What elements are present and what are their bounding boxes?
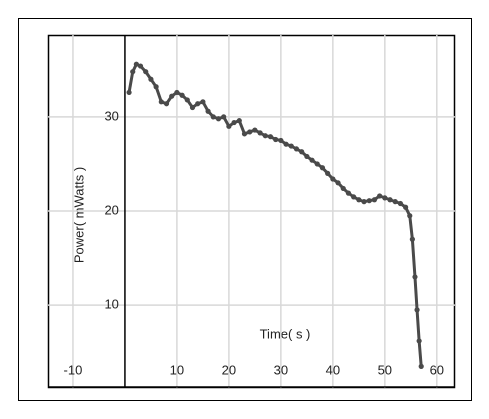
data-point [221, 114, 227, 120]
data-point [304, 153, 310, 160]
data-point [293, 146, 300, 152]
data-point [314, 161, 320, 167]
data-point [319, 165, 326, 171]
data-point [288, 143, 294, 149]
data-point [278, 137, 284, 144]
data-point [252, 127, 258, 133]
data-point [377, 193, 383, 199]
data-point [335, 180, 341, 186]
data-point [179, 92, 185, 98]
data-point [325, 170, 331, 176]
data-point [412, 274, 418, 280]
data-point [351, 194, 357, 200]
data-point [153, 84, 159, 90]
data-point [143, 69, 149, 75]
data-point [262, 133, 268, 139]
data-point [416, 338, 422, 344]
x-tick-label: 50 [378, 362, 392, 377]
data-point [174, 89, 180, 96]
data-point [273, 136, 279, 143]
data-point [267, 134, 274, 140]
y-tick-label: 30 [104, 108, 118, 123]
data-point [163, 101, 170, 107]
data-point [137, 63, 144, 69]
data-point [189, 104, 196, 111]
x-tick-label: 40 [326, 362, 340, 377]
data-point [361, 199, 367, 205]
data-point [356, 197, 362, 203]
data-point [407, 213, 413, 219]
data-point [133, 61, 139, 67]
data-point [366, 198, 372, 204]
data-point [397, 200, 404, 207]
data-point [241, 131, 248, 137]
data-point [382, 195, 388, 201]
data-point [126, 89, 132, 96]
data-point [299, 149, 305, 155]
x-tick-label: 60 [430, 362, 444, 377]
data-point [226, 123, 232, 129]
data-point [158, 99, 164, 105]
data-point [418, 363, 424, 369]
data-point [236, 118, 242, 124]
data-point [169, 93, 175, 99]
x-tick-label: 10 [170, 362, 184, 377]
data-point [345, 190, 352, 196]
data-point [130, 69, 136, 75]
data-point [392, 199, 398, 205]
data-point [371, 197, 378, 203]
data-point [200, 99, 206, 105]
data-point [205, 108, 211, 114]
data-point [195, 101, 201, 107]
data-point [340, 185, 346, 192]
data-point [409, 236, 415, 242]
x-tick-label: 20 [222, 362, 236, 377]
data-point [414, 307, 420, 313]
x-tick-label: -10 [64, 362, 83, 377]
y-axis-label: Power( mWatts ) [71, 167, 86, 263]
data-point [309, 157, 315, 163]
y-tick-label: 20 [104, 202, 118, 217]
data-point [231, 119, 237, 126]
data-point [330, 176, 336, 182]
data-point [148, 76, 154, 82]
data-point [210, 114, 216, 120]
data-point [184, 97, 190, 103]
x-axis-label: Time( s ) [260, 326, 311, 341]
data-point [247, 129, 253, 135]
data-point [283, 141, 289, 147]
data-point [387, 197, 393, 203]
x-tick-label: 30 [274, 362, 288, 377]
data-point [403, 204, 409, 210]
data-point [257, 130, 263, 136]
y-tick-label: 10 [104, 297, 118, 312]
data-point [215, 116, 222, 122]
